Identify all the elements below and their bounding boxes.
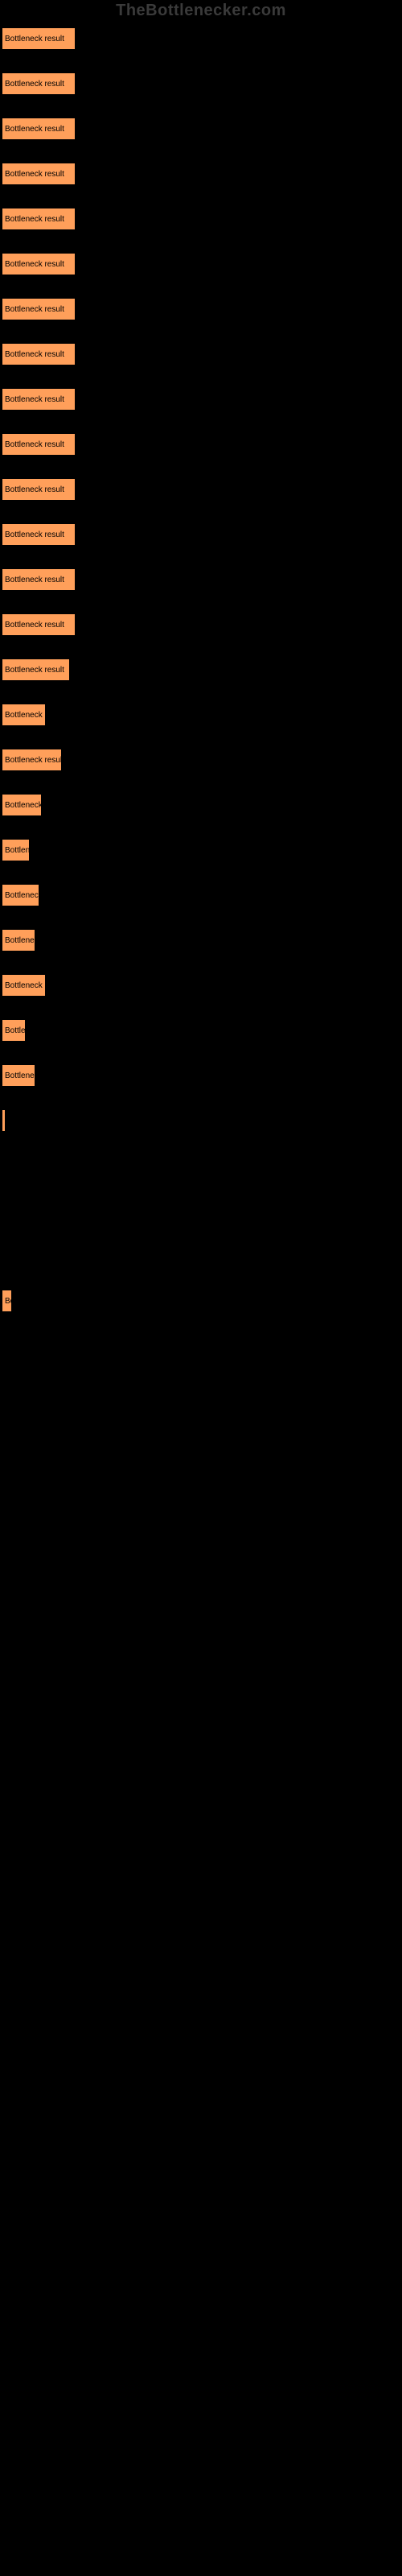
bar-row: Bottleneck result — [0, 602, 402, 647]
bar-label: Bottleneck result — [5, 936, 35, 945]
bar: Bottleneck result — [2, 433, 76, 456]
bar-row — [0, 1188, 402, 1233]
bar-label: Bottleneck result — [5, 260, 64, 269]
bar: Bottleneck result — [2, 929, 35, 952]
bar-label: Bottleneck result — [5, 756, 62, 765]
bar: Bottleneck result — [2, 253, 76, 275]
bar-label: Bottleneck result — [5, 35, 64, 43]
bar-row: Bottleneck result — [0, 647, 402, 692]
bar-row: Bottleneck result — [0, 782, 402, 828]
bar: Bottleneck result — [2, 974, 46, 997]
bar-label: Bottleneck result — [5, 215, 64, 224]
bar: Bottleneck result — [2, 27, 76, 50]
bar-label: Bottleneck result — [5, 801, 42, 810]
bar: Bottleneck result — [2, 568, 76, 591]
bar-row: Bottleneck result — [0, 1008, 402, 1053]
bar: Bottleneck result — [2, 1019, 26, 1042]
bar: Bottleneck result — [2, 794, 42, 816]
bar-label: Bottleneck result — [5, 621, 64, 630]
bar: Bottleneck result — [2, 704, 46, 726]
bar-label: Bottleneck result — [5, 395, 64, 404]
bar-row: Bottleneck result — [0, 963, 402, 1008]
bar-label: Bottleneck result — [5, 440, 64, 449]
bar: Bottleneck result — [2, 658, 70, 681]
bar-row: Bottleneck result — [0, 828, 402, 873]
bar-label: Bottleneck result — [5, 1026, 26, 1035]
bar-row: Bottleneck result — [0, 16, 402, 61]
bar-row: Bottleneck result — [0, 106, 402, 151]
bar-label: Bottleneck result — [5, 1297, 12, 1306]
bar-row: Bottleneck result — [0, 1053, 402, 1098]
bar-row: Bottleneck result — [0, 151, 402, 196]
bar: Bottleneck result — [2, 478, 76, 501]
bar-label: Bottleneck result — [5, 80, 64, 89]
bar-row: Bottleneck result — [0, 422, 402, 467]
bar-label: Bottleneck result — [5, 305, 64, 314]
bar-row: Bottleneck result — [0, 918, 402, 963]
bar-row: Bottleneck result — [0, 61, 402, 106]
bar-label: Bottleneck result — [5, 485, 64, 494]
bar-label: Bottleneck result — [5, 576, 64, 584]
bar: Bottleneck result — [2, 1290, 12, 1312]
bar: Bottleneck result — [2, 1064, 35, 1087]
bar-row: Bottleneck result — [0, 737, 402, 782]
bar-row: Bottleneck result — [0, 873, 402, 918]
bar-label: Bottleneck result — [5, 981, 46, 990]
bar-row — [0, 1233, 402, 1278]
bar-label: Bottleneck result — [5, 666, 64, 675]
bar: Bottleneck result — [2, 523, 76, 546]
bar: Bottleneck result — [2, 613, 76, 636]
bar-row: Bottleneck result — [0, 332, 402, 377]
bar-row — [0, 1098, 402, 1143]
bar-label: Bottleneck result — [5, 350, 64, 359]
bar-row: Bottleneck result — [0, 557, 402, 602]
bar: Bottleneck result — [2, 343, 76, 365]
bar-row: Bottleneck result — [0, 1278, 402, 1323]
bar-row: Bottleneck result — [0, 242, 402, 287]
bar-label: Bottleneck result — [5, 170, 64, 179]
bar-chart: Bottleneck result Bottleneck result Bottle… — [0, 16, 402, 1323]
bar: Bottleneck result — [2, 839, 30, 861]
bar: Bottleneck result — [2, 118, 76, 140]
bar: Bottleneck result — [2, 749, 62, 771]
bar-label: Bottleneck result — [5, 125, 64, 134]
bar-row: Bottleneck result — [0, 377, 402, 422]
bar-row — [0, 1143, 402, 1188]
bar: Bottleneck result — [2, 208, 76, 230]
bar-row: Bottleneck result — [0, 692, 402, 737]
bar: Bottleneck result — [2, 884, 39, 906]
bar: Bottleneck result — [2, 163, 76, 185]
bar-label: Bottleneck result — [5, 846, 30, 855]
bar-row: Bottleneck result — [0, 467, 402, 512]
bar: Bottleneck result — [2, 298, 76, 320]
bar-label: Bottleneck result — [5, 891, 39, 900]
bar: Bottleneck result — [2, 388, 76, 411]
bar-row: Bottleneck result — [0, 196, 402, 242]
bar: Bottleneck result — [2, 72, 76, 95]
bar-row: Bottleneck result — [0, 512, 402, 557]
bar-label: Bottleneck result — [5, 530, 64, 539]
bar-row: Bottleneck result — [0, 287, 402, 332]
bar-label: Bottleneck result — [5, 711, 46, 720]
bar-label: Bottleneck result — [5, 1071, 35, 1080]
bar — [2, 1109, 6, 1132]
